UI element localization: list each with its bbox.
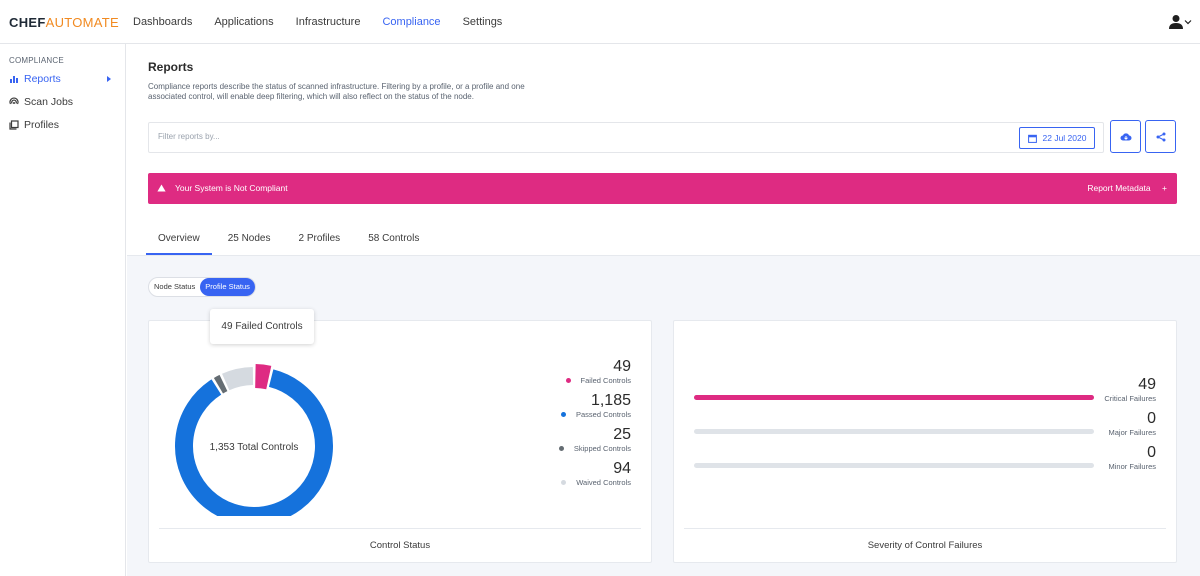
date-picker-button[interactable]: 22 Jul 2020 [1019,127,1095,149]
share-icon [1156,132,1165,141]
legend-label: Passed Controls [575,410,631,419]
severity-label: Major Failures [1108,428,1156,437]
logo-chef: CHEF [9,15,46,30]
report-metadata-label: Report Metadata [1087,183,1151,193]
tab-nodes[interactable]: 25 Nodes [227,233,271,244]
page-title: Reports [148,60,194,74]
banner-message-group: Your System is Not Compliant [157,183,288,193]
user-icon [1169,15,1183,29]
status-toggle: Node Status Profile Status [148,277,256,297]
control-status-card: 1,353 Total Controls 49 Failed Controls … [148,309,652,563]
filter-bar: 22 Jul 2020 [148,122,1104,153]
severity-label: Minor Failures [1108,462,1156,471]
tab-overview[interactable]: Overview [146,230,212,255]
critical-failures-bar [694,395,1094,400]
sidebar-item-profiles[interactable]: Profiles [9,117,119,133]
sidebar-item-reports[interactable]: Reports [9,71,119,87]
sidebar: COMPLIANCE Reports Scan Jobs Profiles [0,44,126,576]
main-content: Reports Compliance reports describe the … [127,44,1200,576]
donut-tooltip: 49 Failed Controls [210,309,314,344]
banner-message: Your System is Not Compliant [175,183,288,193]
sidebar-item-scan-jobs[interactable]: Scan Jobs [9,94,119,110]
caret-right-icon [107,76,111,82]
nav-applications[interactable]: Applications [214,16,274,28]
severity-value: 0 [1147,410,1156,427]
overview-section: Node Status Profile Status 1,353 Total C… [127,255,1200,576]
page-description: Compliance reports describe the status o… [148,82,525,101]
legend-label: Failed Controls [580,376,631,385]
main-nav: Dashboards Applications Infrastructure C… [133,16,524,28]
severity-value: 49 [1138,376,1156,393]
warning-icon [157,184,166,192]
major-failures-legend: 0 Major Failures [1076,410,1156,437]
report-tabs: Overview 25 Nodes 2 Profiles 58 Controls [146,230,435,255]
legend-value: 25 [613,426,631,443]
legend-skipped: 25 Skipped Controls [511,426,631,453]
sidebar-item-label: Reports [24,73,61,85]
sidebar-item-label: Profiles [24,119,60,131]
calendar-icon [1027,134,1037,143]
share-button[interactable] [1145,120,1176,153]
donut-slice-passed[interactable] [175,369,333,516]
download-button[interactable] [1110,120,1141,153]
legend-dot [565,378,571,383]
legend-label: Skipped Controls [573,444,631,453]
tab-controls[interactable]: 58 Controls [368,233,420,244]
nav-dashboards[interactable]: Dashboards [133,16,193,28]
minor-failures-legend: 0 Minor Failures [1076,444,1156,471]
chef-automate-logo[interactable]: CHEFAUTOMATE [9,15,119,30]
legend-value: 49 [613,358,631,375]
nav-infrastructure[interactable]: Infrastructure [295,16,361,28]
legend-failed: 49 Failed Controls [511,358,631,385]
reports-header-section: Reports Compliance reports describe the … [127,44,1200,255]
chevron-down-icon [1184,20,1192,25]
date-label: 22 Jul 2020 [1042,133,1087,143]
profile-status-toggle[interactable]: Profile Status [200,278,255,296]
user-menu[interactable] [1168,14,1192,30]
critical-failures-legend: 49 Critical Failures [1076,376,1156,403]
logo-automate: AUTOMATE [45,15,120,30]
donut-slice-failed[interactable] [254,364,272,390]
severity-card: 49 Critical Failures 0 Major Failures 0 … [673,320,1177,563]
donut-slice-waived[interactable] [222,367,254,391]
donut-slice-skipped[interactable] [213,374,228,394]
legend-waived: 94 Waived Controls [511,460,631,487]
node-status-toggle[interactable]: Node Status [154,282,196,291]
legend-dot [558,446,564,451]
radar-icon [9,97,19,105]
library-icon [9,120,19,130]
sidebar-item-label: Scan Jobs [24,96,74,108]
filter-reports-input[interactable] [158,132,758,141]
legend-passed: 1,185 Passed Controls [511,392,631,419]
control-status-title: Control Status [159,528,641,562]
major-failures-bar [694,429,1094,434]
severity-label: Critical Failures [1104,394,1156,403]
legend-dot [560,412,566,417]
sidebar-heading: COMPLIANCE [9,56,64,65]
donut-center-label: 1,353 Total Controls [210,442,299,453]
cloud-download-icon [1120,132,1131,140]
legend-value: 1,185 [590,392,631,409]
plus-icon: + [1162,183,1167,193]
report-metadata-toggle[interactable]: Report Metadata + [1087,183,1167,193]
nav-settings[interactable]: Settings [462,16,503,28]
legend-value: 94 [613,460,631,477]
legend-dot [561,480,567,485]
severity-title: Severity of Control Failures [684,528,1166,562]
minor-failures-bar [694,463,1094,468]
nav-compliance[interactable]: Compliance [382,16,441,28]
severity-value: 0 [1147,444,1156,461]
compliance-status-banner: Your System is Not Compliant Report Meta… [148,173,1177,204]
control-status-donut: 1,353 Total Controls [175,364,333,516]
top-navbar: CHEFAUTOMATE Dashboards Applications Inf… [0,0,1200,44]
tab-profiles[interactable]: 2 Profiles [298,233,341,244]
legend-label: Waived Controls [576,478,631,487]
bar-chart-icon [10,76,18,83]
bar-fill [694,395,1094,400]
